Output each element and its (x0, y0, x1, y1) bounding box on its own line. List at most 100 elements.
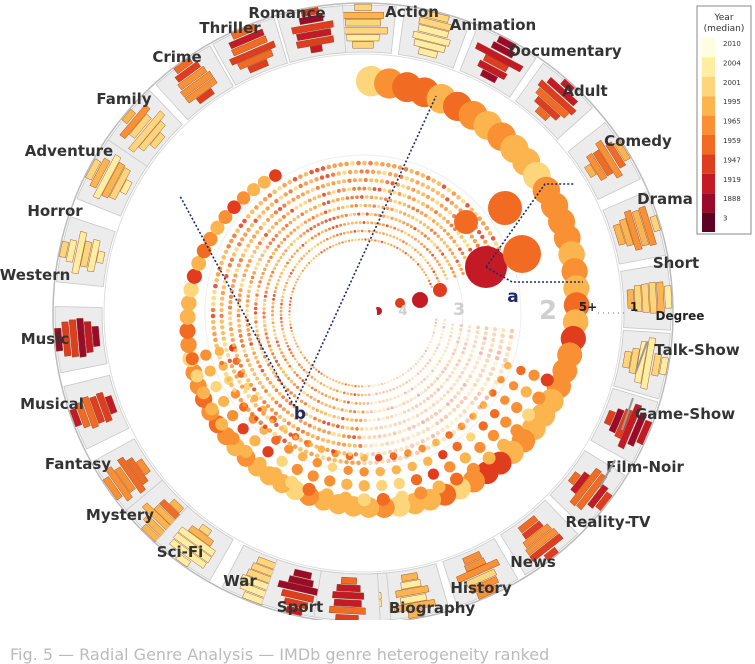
histogram-bar (336, 584, 361, 593)
film-dot (540, 373, 554, 387)
histogram-bar (586, 152, 608, 181)
film-dot-small (456, 195, 461, 200)
film-dot-small (441, 353, 445, 356)
film-dot-small (249, 239, 254, 244)
film-dot-small (493, 379, 499, 385)
film-dot-small (300, 429, 305, 434)
film-dot-small (326, 182, 331, 187)
film-dot-small (409, 224, 413, 229)
film-dot-small (303, 266, 306, 270)
film-dot-small (260, 253, 265, 258)
film-dot-small (247, 363, 252, 367)
film-dot-small (265, 286, 269, 290)
histogram-bar (175, 553, 192, 568)
film-dot-small (459, 387, 464, 391)
film-dot-small (331, 423, 335, 427)
degree-ring-label: 4 (398, 304, 407, 319)
film-dot-small (370, 384, 374, 388)
film-dot-small (315, 368, 318, 371)
film-dot-small (335, 389, 339, 393)
film-dot-small (262, 315, 266, 319)
film-dot-small (418, 402, 423, 406)
film-dot-small (377, 204, 381, 209)
film-dot (302, 482, 316, 496)
film-dot-small (453, 274, 457, 278)
film-dot-small (367, 385, 371, 388)
film-dot-small (282, 203, 287, 208)
film-dot-small (397, 430, 402, 434)
film-dot-small (408, 379, 411, 382)
histogram-bar (231, 35, 268, 57)
film-dot-small (307, 384, 311, 388)
film-dot-small (439, 203, 444, 208)
film-dot-small (281, 252, 285, 256)
film-dot-small (262, 319, 266, 323)
film-dot-small (332, 406, 336, 410)
histogram-bar (177, 526, 216, 557)
film-dot-small (239, 283, 244, 288)
film-dot-small (354, 238, 357, 242)
film-dot-small (282, 331, 285, 334)
film-dot-small (480, 386, 485, 392)
genre-label-short: Short (653, 254, 699, 272)
film-dot (478, 421, 488, 431)
film-dot-small (476, 229, 482, 235)
film-dot-small (417, 382, 421, 386)
film-dot-small (478, 351, 483, 356)
film-dot-small (371, 393, 375, 396)
film-dot-small (263, 372, 267, 377)
film-dot-small (353, 393, 357, 396)
film-dot-small (305, 252, 308, 255)
film-dot-small (300, 212, 305, 217)
histogram-bar (651, 353, 662, 377)
film-dot-small (473, 396, 478, 401)
film-dot-small (286, 278, 290, 282)
film-dot-small (310, 386, 314, 390)
film-dot-small (344, 161, 349, 167)
film-dot-small (237, 242, 242, 247)
film-dot (359, 467, 369, 477)
film-dot-small (298, 183, 303, 189)
film-dot-small (357, 186, 362, 191)
film-dot-small (452, 239, 457, 244)
film-dot-small (393, 422, 397, 427)
film-dot-small (303, 220, 308, 224)
film-dot-small (429, 239, 434, 244)
film-dot-small (421, 192, 426, 197)
film-dot-small (508, 334, 514, 340)
film-dot-small (402, 202, 407, 207)
film-dot-small (460, 370, 465, 375)
film-dot-small (303, 200, 308, 205)
film-dot-small (374, 239, 377, 242)
film-dot (404, 449, 412, 457)
film-dot-small (393, 226, 397, 230)
film-dot-small (296, 385, 300, 389)
film-dot-small (400, 229, 404, 233)
film-dot-small (469, 414, 474, 419)
film-dot-small (248, 284, 252, 289)
film-dot-small (361, 410, 365, 414)
film-dot-small (309, 227, 313, 231)
film-dot-small (288, 275, 291, 278)
film-dot-small (303, 402, 308, 406)
film-dot-small (416, 372, 420, 376)
film-dot-small (335, 224, 339, 228)
highlight-dot (488, 191, 522, 225)
film-dot-small (467, 329, 471, 333)
film-dot-small (434, 349, 437, 353)
film-dot-small (457, 336, 461, 340)
histogram-bar (567, 471, 581, 486)
film-dot-small (304, 412, 309, 417)
film-dot-small (416, 199, 421, 204)
film-dot-small (474, 335, 479, 339)
film-dot-small (305, 371, 308, 374)
film-dot-small (473, 365, 477, 370)
film-dot-small (369, 212, 373, 216)
film-dot-small (246, 243, 251, 248)
film-dot-small (273, 411, 278, 416)
histogram-bar (605, 141, 626, 169)
film-dot-small (236, 263, 241, 268)
film-dot-small (271, 384, 276, 389)
film-dot-small (469, 353, 473, 358)
film-dot-small (294, 416, 299, 421)
